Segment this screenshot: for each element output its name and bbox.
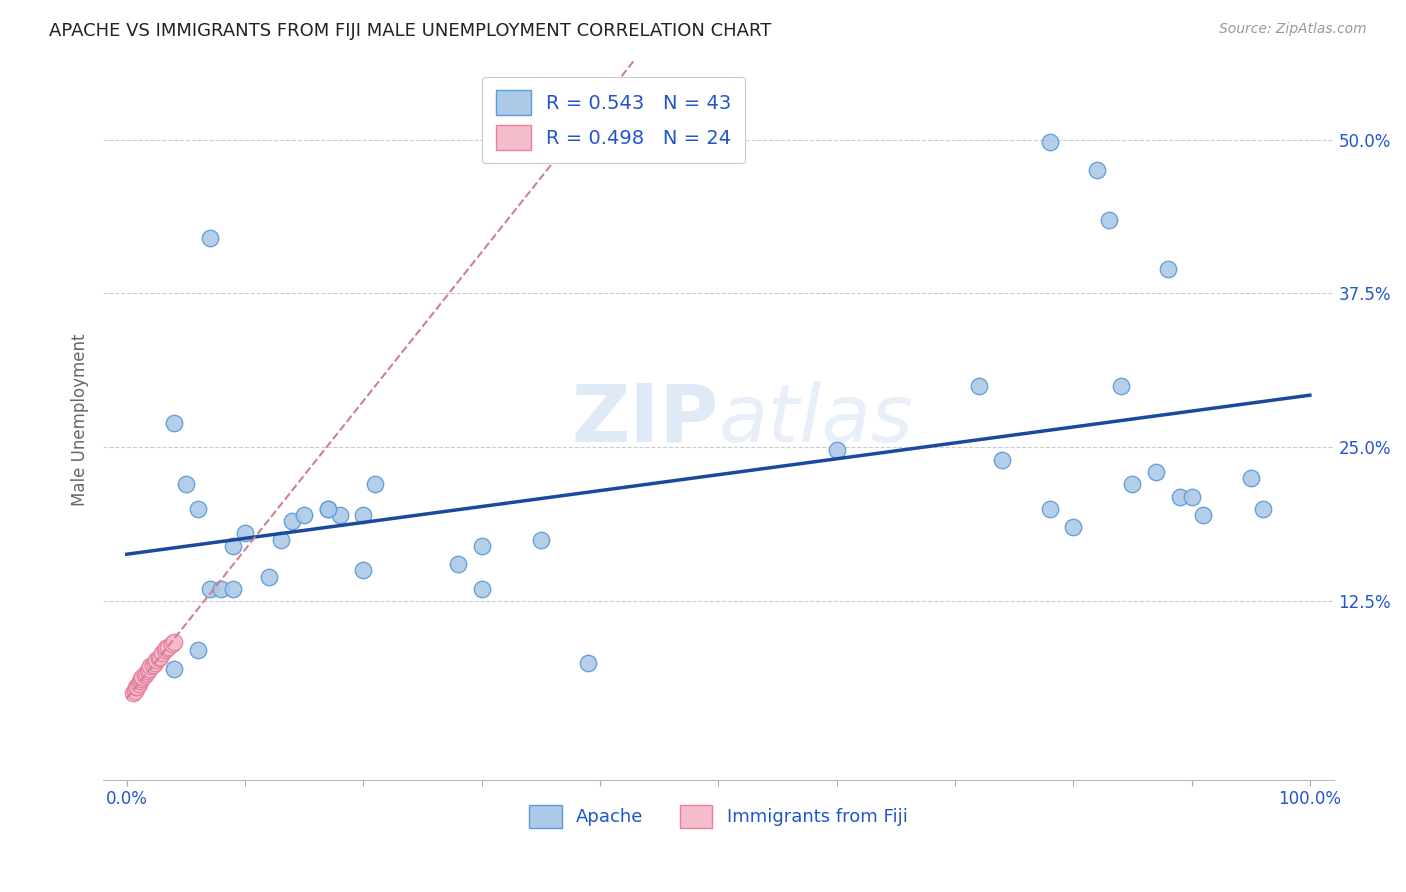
Point xyxy=(150,646,173,660)
Point xyxy=(352,563,374,577)
Point xyxy=(128,676,150,690)
Point xyxy=(136,665,159,679)
Point xyxy=(1168,490,1191,504)
Point xyxy=(187,501,209,516)
Point xyxy=(825,442,848,457)
Point xyxy=(209,582,232,596)
Point xyxy=(153,643,176,657)
Point xyxy=(991,452,1014,467)
Point xyxy=(1121,477,1143,491)
Point xyxy=(316,501,339,516)
Point xyxy=(142,658,165,673)
Point xyxy=(530,533,553,547)
Y-axis label: Male Unemployment: Male Unemployment xyxy=(72,334,89,506)
Point xyxy=(1240,471,1263,485)
Point xyxy=(576,656,599,670)
Point xyxy=(316,501,339,516)
Point xyxy=(131,670,153,684)
Point xyxy=(127,681,149,695)
Text: ZIP: ZIP xyxy=(571,381,718,458)
Point xyxy=(121,686,143,700)
Point xyxy=(471,539,494,553)
Point xyxy=(352,508,374,522)
Point xyxy=(364,477,387,491)
Point xyxy=(198,231,221,245)
Point xyxy=(1251,501,1274,516)
Point xyxy=(967,378,990,392)
Point xyxy=(471,582,494,596)
Point xyxy=(128,674,150,689)
Point xyxy=(145,653,167,667)
Point xyxy=(270,533,292,547)
Point xyxy=(292,508,315,522)
Point xyxy=(198,582,221,596)
Point xyxy=(1085,163,1108,178)
Text: atlas: atlas xyxy=(718,381,912,458)
Point xyxy=(125,681,148,695)
Point xyxy=(187,643,209,657)
Point xyxy=(233,526,256,541)
Point xyxy=(1144,465,1167,479)
Point xyxy=(148,650,170,665)
Legend: Apache, Immigrants from Fiji: Apache, Immigrants from Fiji xyxy=(522,797,915,836)
Text: APACHE VS IMMIGRANTS FROM FIJI MALE UNEMPLOYMENT CORRELATION CHART: APACHE VS IMMIGRANTS FROM FIJI MALE UNEM… xyxy=(49,22,772,40)
Point xyxy=(149,649,172,664)
Point xyxy=(157,640,180,654)
Point xyxy=(160,637,183,651)
Point xyxy=(135,665,157,680)
Point xyxy=(155,640,177,655)
Point xyxy=(447,558,470,572)
Point xyxy=(222,539,245,553)
Point xyxy=(138,662,160,676)
Point xyxy=(1109,378,1132,392)
Point xyxy=(1192,508,1215,522)
Point xyxy=(1157,261,1180,276)
Point xyxy=(1038,135,1060,149)
Point xyxy=(134,668,156,682)
Point xyxy=(143,656,166,670)
Point xyxy=(329,508,352,522)
Text: Source: ZipAtlas.com: Source: ZipAtlas.com xyxy=(1219,22,1367,37)
Point xyxy=(1098,212,1121,227)
Point xyxy=(163,662,186,676)
Point xyxy=(1180,490,1202,504)
Point xyxy=(124,684,146,698)
Point xyxy=(174,477,197,491)
Point xyxy=(222,582,245,596)
Point xyxy=(281,514,304,528)
Point xyxy=(1038,501,1060,516)
Point xyxy=(1062,520,1084,534)
Point xyxy=(257,569,280,583)
Point xyxy=(163,634,186,648)
Point xyxy=(163,416,186,430)
Point xyxy=(129,672,152,686)
Point xyxy=(139,659,162,673)
